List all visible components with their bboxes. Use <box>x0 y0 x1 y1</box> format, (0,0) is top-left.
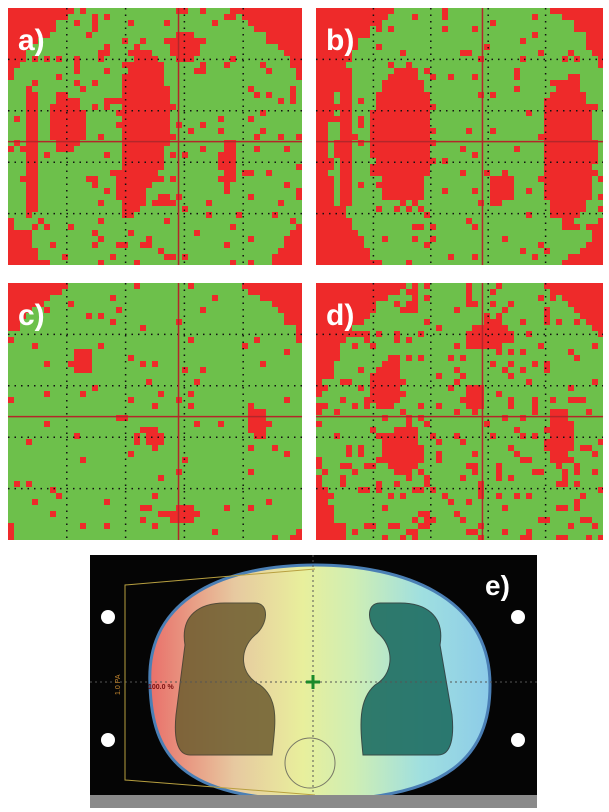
panel-b: b) <box>316 8 603 265</box>
panel-label: c) <box>18 299 45 332</box>
ct-image: 100.0 % 1.0 PA e) <box>90 555 537 808</box>
panel-a: a) <box>8 8 302 265</box>
marker <box>101 733 115 747</box>
dose-label: 100.0 % <box>148 684 174 691</box>
panel-d: d) <box>316 283 603 540</box>
panel-label: a) <box>18 24 45 57</box>
side-label: 1.0 PA <box>115 674 122 695</box>
couch <box>90 795 537 808</box>
panel-c: c) <box>8 283 302 540</box>
page: {"panels": [{"label": "a)"}, {"label": "… <box>0 0 609 812</box>
panel-label: b) <box>326 24 354 57</box>
marker <box>511 733 525 747</box>
marker <box>511 610 525 624</box>
panel-label: e) <box>485 570 510 601</box>
panel-label: d) <box>326 299 354 332</box>
marker <box>101 610 115 624</box>
